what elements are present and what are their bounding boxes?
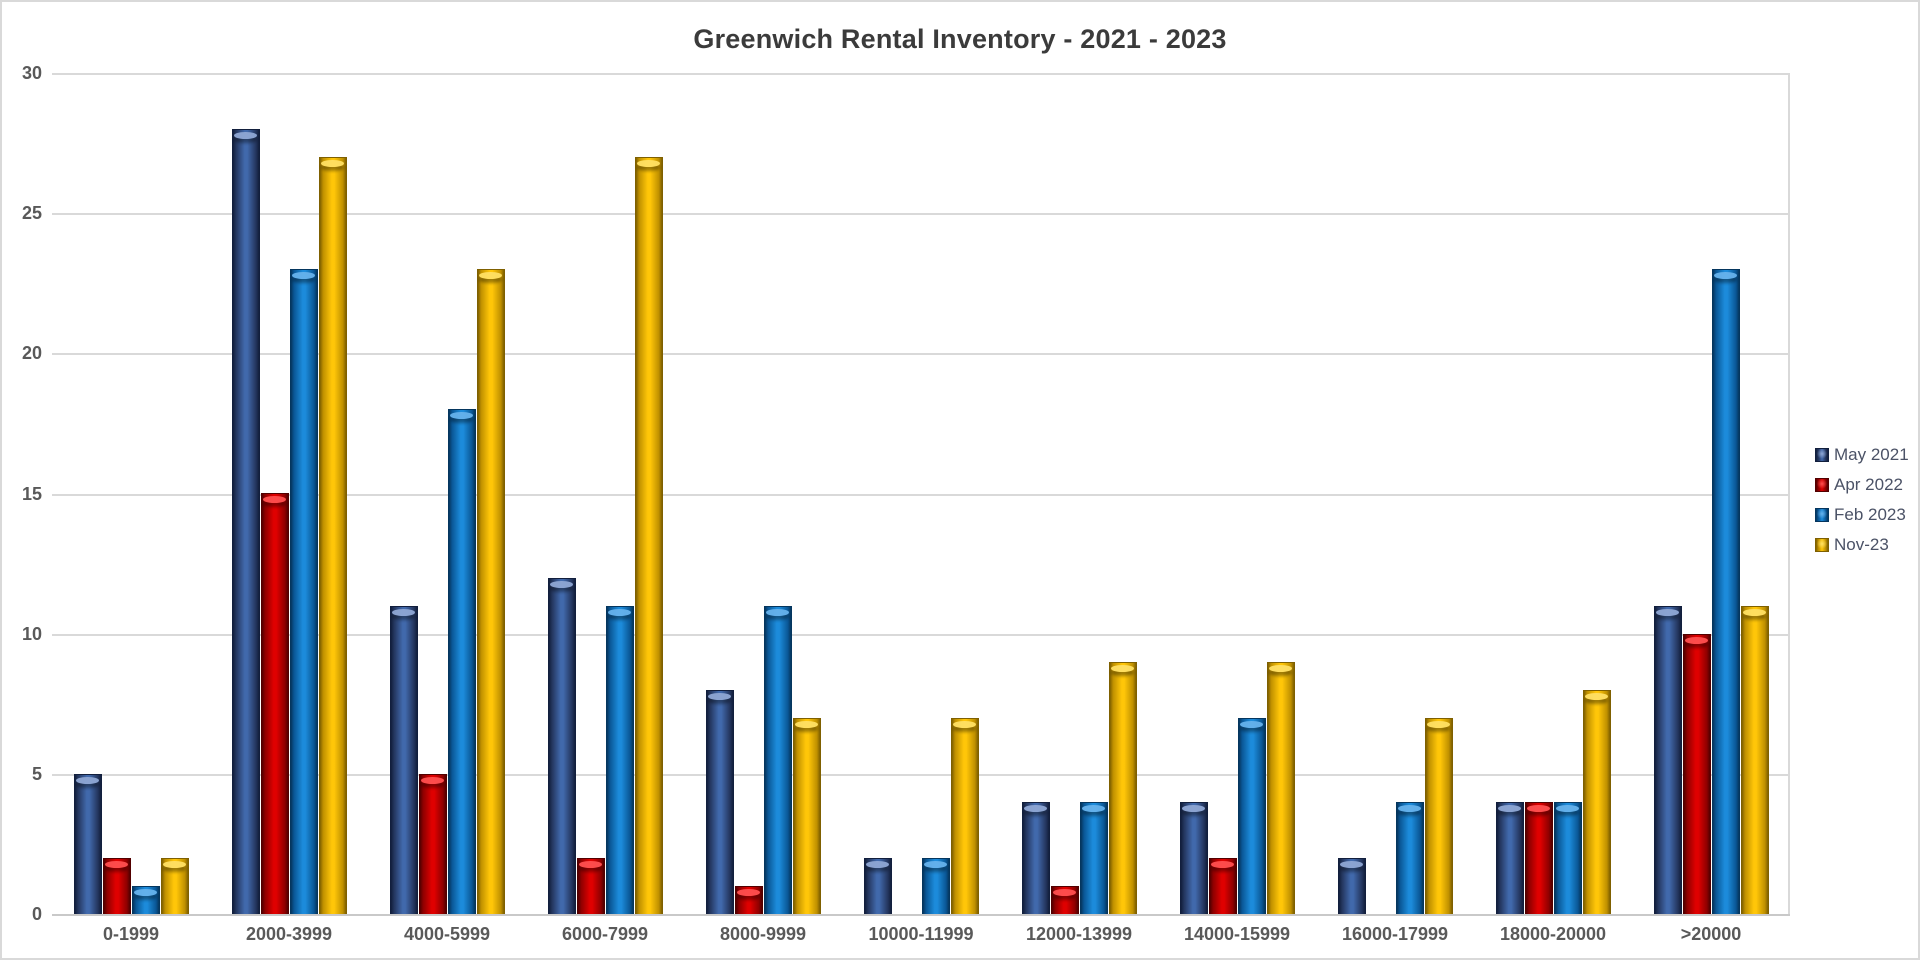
x-category-label-2000-3999: 2000-3999 [245,924,333,944]
bar-feb-2023-4000-5999 [447,409,476,914]
bar-nov-23-6000-7999 [634,157,663,914]
bar-may-2021-0-1999 [73,774,102,914]
bar-may-2021-2000-3999 [231,129,260,914]
x-category-label->20000: >20000 [1680,924,1742,944]
legend-label: May 2021 [1834,445,1909,464]
bar-feb-2023-10000-11999 [921,858,950,914]
bar-feb-2023-14000-15999 [1237,718,1266,914]
y-tick-label-10: 10 [21,624,42,644]
bar-nov-23->20000 [1740,606,1769,914]
legend-item-feb-2023: Feb 2023 [1815,505,1909,525]
x-category-label-16000-17999: 16000-17999 [1341,924,1449,944]
bar-feb-2023-2000-3999 [289,269,318,914]
legend-label: Apr 2022 [1834,475,1903,494]
bar-apr-2022-14000-15999 [1208,858,1237,914]
bar-group-16000-17999 [1316,73,1474,914]
bar-group-8000-9999 [684,73,842,914]
legend-swatch-icon [1815,508,1829,522]
bar-feb-2023-6000-7999 [605,606,634,914]
y-tick-label-0: 0 [31,904,42,924]
x-category-label-8000-9999: 8000-9999 [719,924,807,944]
bar-nov-23-2000-3999 [318,157,347,914]
bar-apr-2022-2000-3999 [260,493,289,914]
bar-nov-23-4000-5999 [476,269,505,914]
bar-nov-23-12000-13999 [1108,662,1137,914]
x-category-label-10000-11999: 10000-11999 [868,924,974,944]
bar-group-4000-5999 [368,73,526,914]
plot-area [52,73,1790,916]
bar-group->20000 [1632,73,1790,914]
bar-feb-2023-16000-17999 [1395,802,1424,914]
gridline-0 [52,914,1790,916]
bar-apr-2022-12000-13999 [1050,886,1079,914]
gridline-30 [52,73,1790,75]
bar-group-2000-3999 [210,73,368,914]
gridline-25 [52,213,1790,215]
bar-apr-2022-18000-20000 [1524,802,1553,914]
legend: May 2021 Apr 2022 Feb 2023 Nov-23 [1815,445,1909,555]
bar-feb-2023-0-1999 [131,886,160,914]
bar-feb-2023-18000-20000 [1553,802,1582,914]
bar-apr-2022-4000-5999 [418,774,447,914]
bar-apr-2022-8000-9999 [734,886,763,914]
bar-nov-23-14000-15999 [1266,662,1295,914]
bar-group-0-1999 [52,73,210,914]
legend-item-apr-2022: Apr 2022 [1815,475,1909,495]
bar-group-10000-11999 [842,73,1000,914]
chart-title: Greenwich Rental Inventory - 2021 - 2023 [693,24,1227,54]
bar-may-2021-18000-20000 [1495,802,1524,914]
bar-may-2021->20000 [1653,606,1682,914]
legend-label: Nov-23 [1834,535,1889,554]
bar-group-14000-15999 [1158,73,1316,914]
bar-feb-2023-12000-13999 [1079,802,1108,914]
bar-feb-2023->20000 [1711,269,1740,914]
bar-may-2021-10000-11999 [863,858,892,914]
bar-apr-2022->20000 [1682,634,1711,914]
y-tick-label-20: 20 [21,343,42,363]
bar-nov-23-16000-17999 [1424,718,1453,914]
y-tick-label-15: 15 [21,484,42,504]
bar-may-2021-12000-13999 [1021,802,1050,914]
plot-right-border [1788,73,1790,914]
bar-may-2021-14000-15999 [1179,802,1208,914]
legend-swatch-icon [1815,478,1829,492]
bar-groups [52,73,1790,914]
gridline-10 [52,634,1790,636]
bar-may-2021-16000-17999 [1337,858,1366,914]
legend-swatch-icon [1815,538,1829,552]
bar-may-2021-4000-5999 [389,606,418,914]
bar-group-12000-13999 [1000,73,1158,914]
legend-item-nov-23: Nov-23 [1815,535,1909,555]
y-tick-label-25: 25 [21,203,42,223]
legend-item-may-2021: May 2021 [1815,445,1909,465]
x-category-label-12000-13999: 12000-13999 [1025,924,1133,944]
y-tick-label-5: 5 [31,764,42,784]
bar-may-2021-8000-9999 [705,690,734,914]
gridline-5 [52,774,1790,776]
bar-may-2021-6000-7999 [547,578,576,914]
gridline-20 [52,353,1790,355]
x-category-label-6000-7999: 6000-7999 [561,924,649,944]
bar-feb-2023-8000-9999 [763,606,792,914]
x-category-label-14000-15999: 14000-15999 [1183,924,1291,944]
y-tick-label-30: 30 [21,63,42,83]
legend-label: Feb 2023 [1834,505,1906,524]
bar-apr-2022-6000-7999 [576,858,605,914]
x-category-label-18000-20000: 18000-20000 [1499,924,1607,944]
bar-group-6000-7999 [526,73,684,914]
gridline-15 [52,494,1790,496]
bar-apr-2022-0-1999 [102,858,131,914]
x-category-label-0-1999: 0-1999 [102,924,160,944]
x-category-label-4000-5999: 4000-5999 [403,924,491,944]
x-axis: 0-1999 2000-3999 4000-5999 6000-7999 8000-99… [52,924,1790,945]
bar-nov-23-0-1999 [160,858,189,914]
bar-nov-23-8000-9999 [792,718,821,914]
bar-group-18000-20000 [1474,73,1632,914]
bar-nov-23-10000-11999 [950,718,979,914]
bar-nov-23-18000-20000 [1582,690,1611,914]
legend-swatch-icon [1815,448,1829,462]
